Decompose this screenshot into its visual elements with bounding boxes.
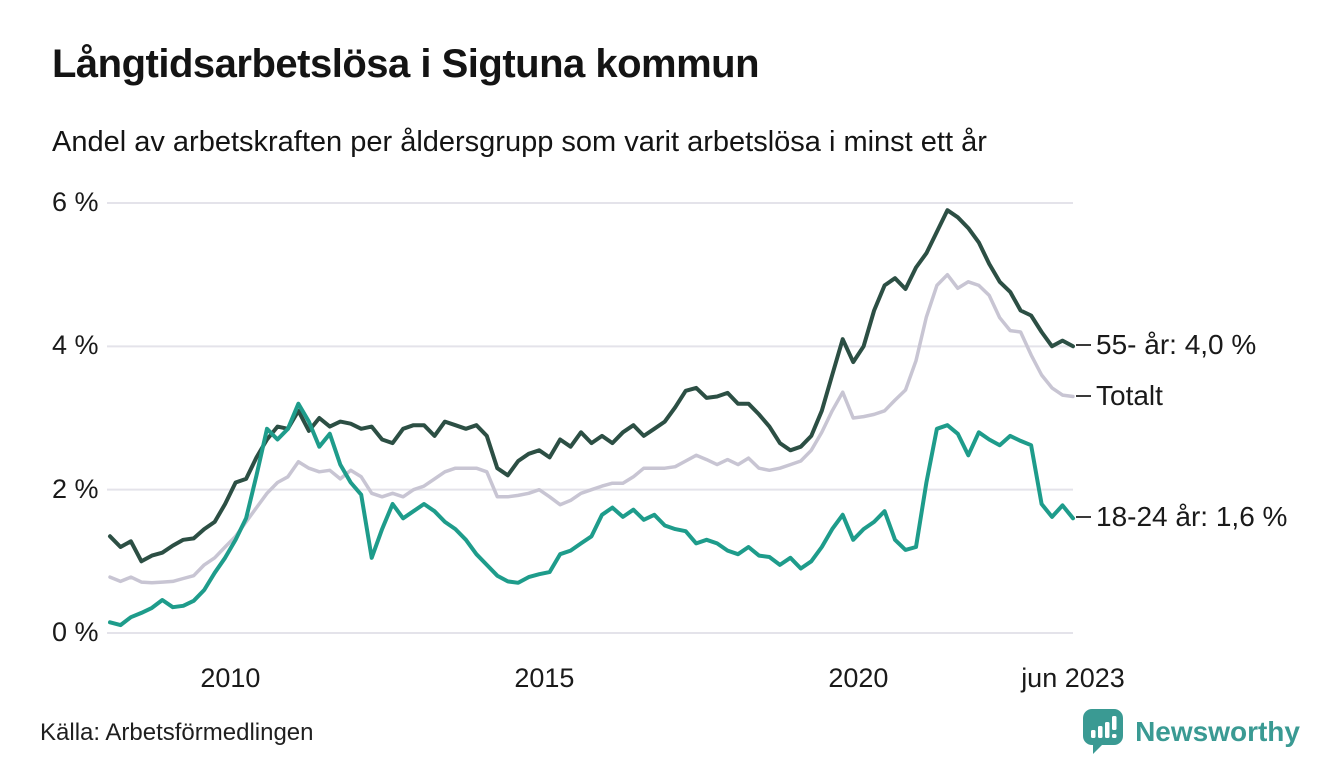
newsworthy-chart-bubble-icon bbox=[1083, 709, 1124, 754]
series-label-55-ar: 55- år: 4,0 % bbox=[1076, 329, 1256, 361]
y-tick-label: 2 % bbox=[52, 473, 99, 504]
series-label-text: 18-24 år: 1,6 % bbox=[1096, 501, 1288, 533]
newsworthy-wordmark: Newsworthy bbox=[1135, 715, 1300, 747]
series-label-text: Totalt bbox=[1096, 379, 1163, 411]
y-tick-label: 6 % bbox=[52, 187, 99, 217]
series-label-18-24-ar: 18-24 år: 1,6 % bbox=[1076, 501, 1287, 533]
x-tick-label: 2020 bbox=[828, 663, 889, 693]
x-tick-label: 2010 bbox=[200, 663, 261, 693]
y-tick-label: 4 % bbox=[52, 330, 99, 361]
x-tick-label: 2015 bbox=[514, 663, 575, 693]
line-series-2 bbox=[108, 401, 1075, 628]
series-label-totalt: Totalt bbox=[1076, 380, 1163, 412]
chart-title: Långtidsarbetslösa i Sigtuna kommun bbox=[52, 42, 760, 86]
line-series-1 bbox=[108, 272, 1075, 585]
y-tick-label: 0 % bbox=[52, 617, 99, 647]
label-connector-dash bbox=[1076, 344, 1091, 347]
series-label-text: 55- år: 4,0 % bbox=[1096, 329, 1257, 361]
x-tick-label: jun 2023 bbox=[1021, 663, 1125, 693]
label-connector-dash bbox=[1076, 394, 1091, 397]
source-caption: Källa: Arbetsförmedlingen bbox=[40, 719, 314, 746]
label-connector-dash bbox=[1076, 516, 1091, 519]
chart-subtitle: Andel av arbetskraften per åldersgrupp s… bbox=[52, 126, 987, 158]
newsworthy-logo: Newsworthy bbox=[1081, 708, 1300, 755]
